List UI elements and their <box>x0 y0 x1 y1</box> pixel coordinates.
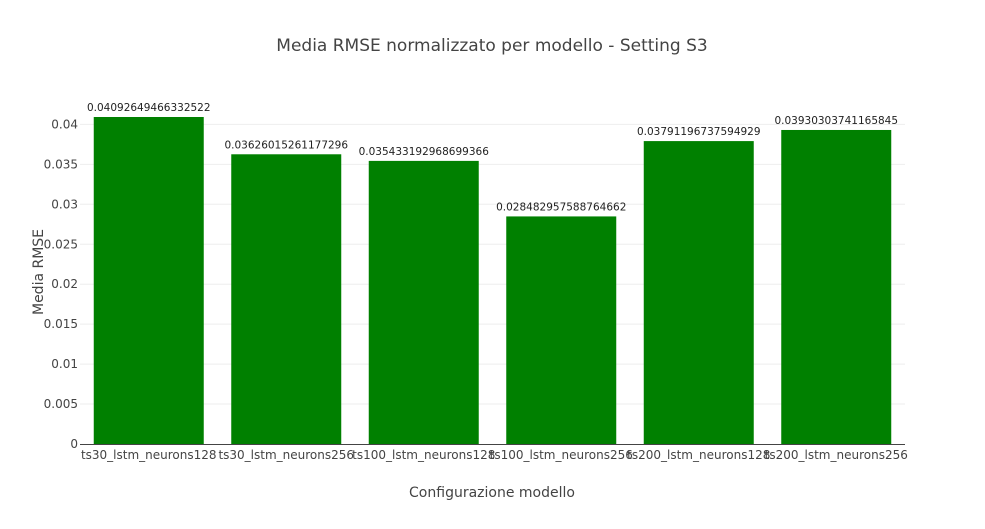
bar <box>781 129 892 444</box>
data-label: 0.03626015261177296 <box>224 139 348 151</box>
data-label: 0.03930303741165845 <box>774 115 898 127</box>
y-tick-label: 0 <box>70 437 78 451</box>
bar <box>368 160 479 444</box>
y-tick-label: 0.015 <box>44 317 78 331</box>
chart-title: Media RMSE normalizzato per modello - Se… <box>276 36 707 56</box>
x-tick-label: ts100_lstm_neurons256 <box>490 448 633 462</box>
bar <box>643 141 754 444</box>
data-label: 0.028482957588764662 <box>496 201 626 213</box>
x-tick-label: ts30_lstm_neurons128 <box>81 448 217 462</box>
bar <box>93 117 204 444</box>
x-tick-label: ts30_lstm_neurons256 <box>218 448 354 462</box>
y-tick-label: 0.02 <box>51 277 78 291</box>
y-tick-label: 0.04 <box>51 117 78 131</box>
y-tick-label: 0.01 <box>51 357 78 371</box>
data-label: 0.035433192968699366 <box>359 146 490 158</box>
bars <box>93 117 892 445</box>
x-axis-title: Configurazione modello <box>409 485 575 501</box>
x-tick-label: ts200_lstm_neurons256 <box>765 448 908 462</box>
y-tick-label: 0.005 <box>44 397 78 411</box>
y-tick-label: 0.03 <box>51 197 78 211</box>
gridlines <box>80 123 905 405</box>
y-axis-title: Media RMSE <box>31 229 47 315</box>
x-tick-label: ts200_lstm_neurons128 <box>627 448 770 462</box>
y-tick-label: 0.025 <box>44 237 78 251</box>
data-labels: 0.04092649466332522 0.03626015261177296 0.… <box>87 102 898 213</box>
y-tick-label: 0.035 <box>44 157 78 171</box>
bar <box>506 216 617 444</box>
data-label: 0.04092649466332522 <box>87 102 211 114</box>
x-axis-ticks: ts30_lstm_neurons128 ts30_lstm_neurons256… <box>81 448 908 462</box>
x-tick-label: ts100_lstm_neurons128 <box>352 448 495 462</box>
y-axis-ticks: 0 0.005 0.01 0.015 0.02 0.025 0.03 0.035 0.04 <box>44 117 78 451</box>
data-label: 0.03791196737594929 <box>637 126 761 138</box>
bar <box>231 154 342 445</box>
